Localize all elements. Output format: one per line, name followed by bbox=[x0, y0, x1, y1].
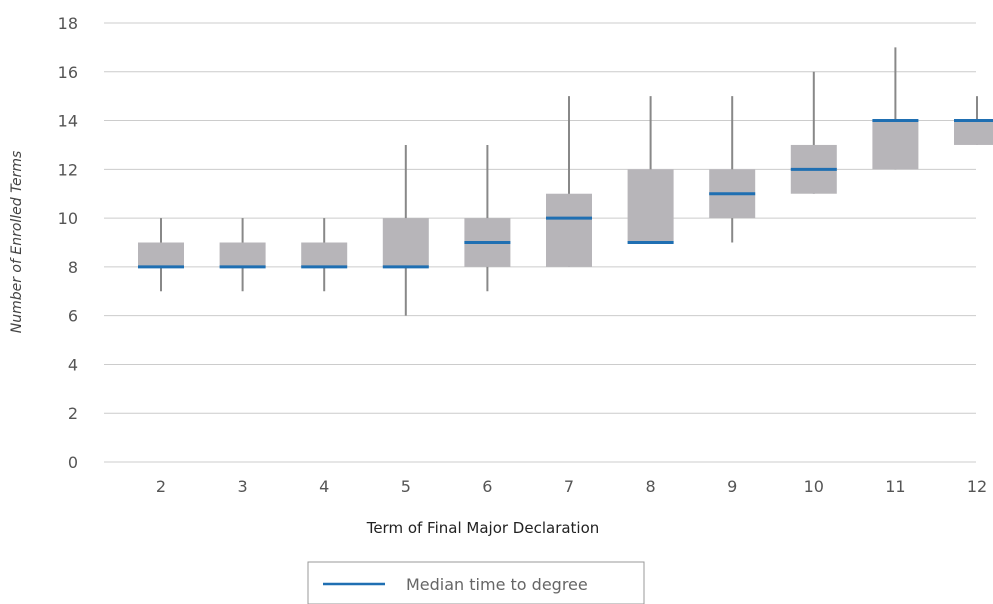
box-8 bbox=[627, 169, 674, 243]
box-3 bbox=[219, 242, 266, 267]
x-tick-label-9: 9 bbox=[727, 477, 737, 496]
box-11 bbox=[872, 120, 919, 170]
x-axis-title: Term of Final Major Declaration bbox=[366, 519, 600, 537]
y-tick-label-0: 0 bbox=[68, 453, 78, 472]
box-2 bbox=[138, 242, 184, 267]
y-tick-label-8: 8 bbox=[68, 258, 78, 277]
box-12 bbox=[954, 120, 993, 145]
whiskers bbox=[160, 47, 978, 316]
legend-label-median: Median time to degree bbox=[406, 575, 588, 594]
x-tick-label-8: 8 bbox=[646, 477, 656, 496]
x-tick-label-4: 4 bbox=[319, 477, 329, 496]
y-tick-label-14: 14 bbox=[58, 112, 78, 131]
y-tick-label-18: 18 bbox=[58, 14, 78, 33]
x-tick-labels: 2 3 4 5 6 7 8 9 10 11 12 bbox=[156, 477, 987, 496]
x-tick-label-3: 3 bbox=[238, 477, 248, 496]
x-tick-label-10: 10 bbox=[804, 477, 824, 496]
x-tick-label-2: 2 bbox=[156, 477, 166, 496]
x-tick-label-6: 6 bbox=[482, 477, 492, 496]
box-7 bbox=[546, 193, 592, 267]
legend-box bbox=[307, 561, 645, 604]
y-tick-labels: 0 2 4 6 8 10 12 14 16 18 bbox=[58, 14, 78, 472]
x-tick-label-5: 5 bbox=[401, 477, 411, 496]
x-tick-label-7: 7 bbox=[564, 477, 574, 496]
x-tick-label-12: 12 bbox=[967, 477, 987, 496]
legend: Median time to degree bbox=[307, 561, 645, 604]
medians bbox=[138, 119, 993, 269]
gridlines bbox=[104, 22, 976, 463]
y-tick-label-6: 6 bbox=[68, 307, 78, 326]
y-tick-label-10: 10 bbox=[58, 209, 78, 228]
y-tick-label-2: 2 bbox=[68, 404, 78, 423]
box-5 bbox=[382, 218, 429, 267]
y-tick-label-12: 12 bbox=[58, 160, 78, 179]
box-4 bbox=[301, 242, 348, 267]
y-tick-label-4: 4 bbox=[68, 355, 78, 374]
boxes bbox=[138, 120, 993, 267]
y-axis-title: Number of Enrolled Terms bbox=[9, 151, 25, 334]
x-tick-label-11: 11 bbox=[885, 477, 905, 496]
y-tick-label-16: 16 bbox=[58, 63, 78, 82]
